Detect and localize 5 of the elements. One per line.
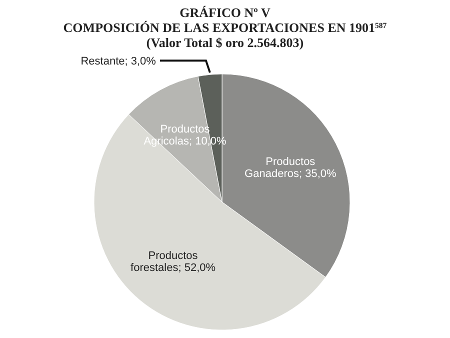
slice-label: Productos forestales; 52,0% [130,250,216,274]
chart-title: GRÁFICO Nº V COMPOSICIÓN DE LAS EXPORTACIONES EN 1901$^{587}$ [63,5,387,35]
slice-label: Productos Ganaderos; 35,0% [244,156,337,180]
slice-label: Restante; 3,0% [80,56,156,68]
chart-subtitle: (Valor Total $ oro 2.564.803) [146,35,304,50]
